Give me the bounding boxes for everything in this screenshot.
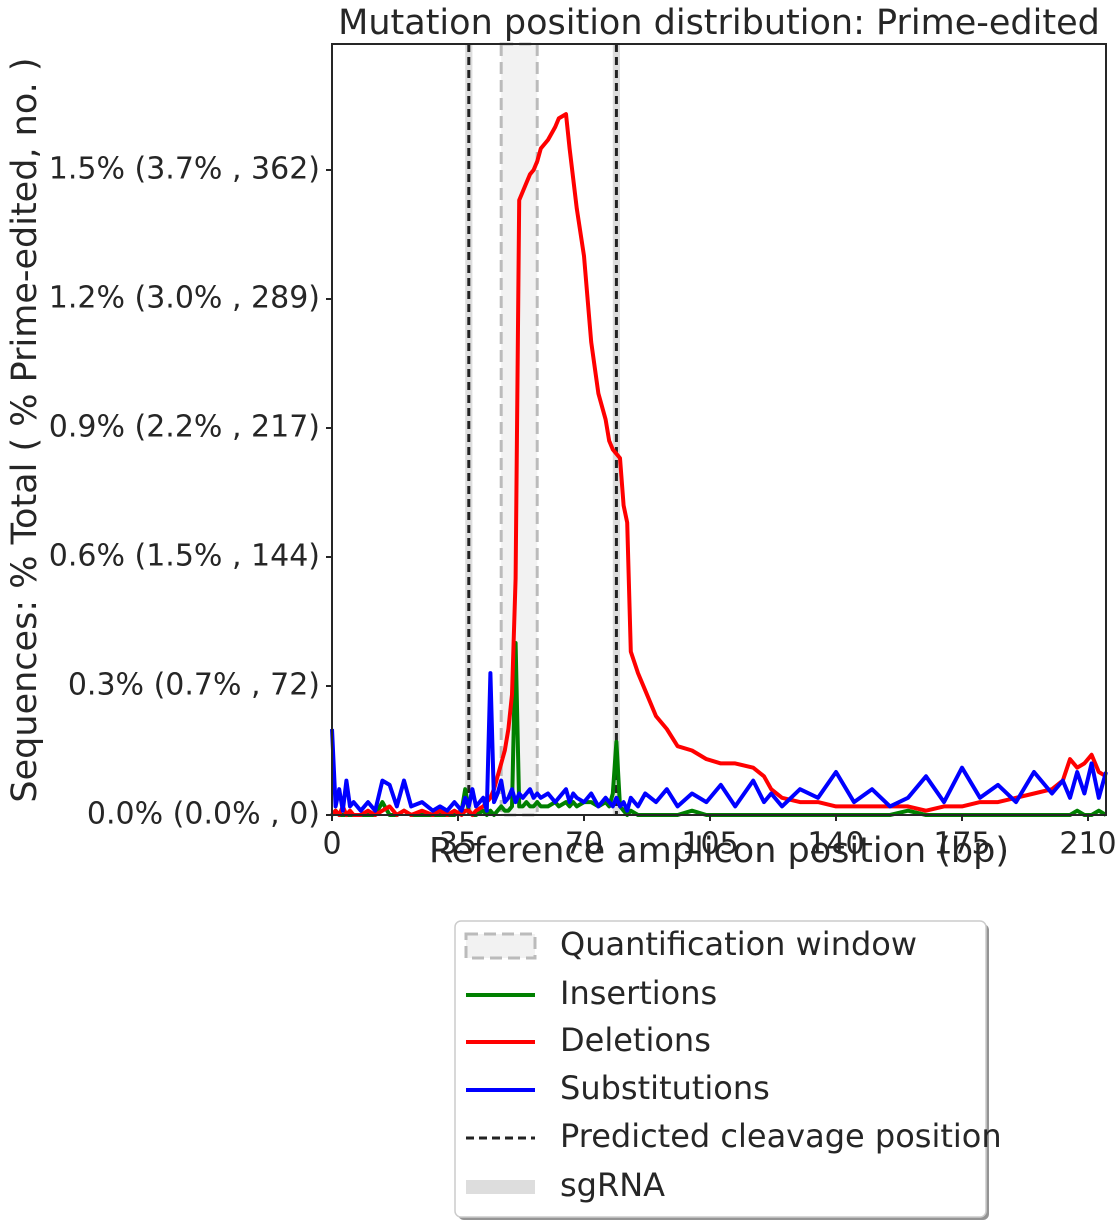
- legend-label: Substitutions: [560, 1069, 770, 1107]
- legend-swatch: [466, 1180, 535, 1194]
- legend-label: Deletions: [560, 1021, 711, 1059]
- legend-label: Quantification window: [560, 925, 917, 963]
- chart-title: Mutation position distribution: Prime-ed…: [338, 3, 1100, 43]
- legend-label: sgRNA: [560, 1166, 665, 1204]
- legend-label: Predicted cleavage position: [560, 1117, 1002, 1155]
- x-tick-label: 140: [807, 827, 864, 862]
- legend-swatch: [464, 932, 537, 960]
- y-tick-label: 0.0% (0.0% , 0): [87, 797, 320, 832]
- y-axis-label: Sequences: % Total ( % Prime-edited, no.…: [5, 57, 45, 802]
- legend-box: [454, 920, 987, 1218]
- x-tick-label: 105: [681, 827, 738, 862]
- plot-frame: [331, 43, 1107, 816]
- legend-label: Insertions: [560, 974, 717, 1012]
- x-tick-label: 175: [933, 827, 990, 862]
- sgrna-band: [465, 44, 473, 815]
- x-tick-label: 70: [565, 827, 603, 862]
- y-tick-label: 1.5% (3.7% , 362): [49, 151, 320, 186]
- y-tick-label: 0.3% (0.7% , 72): [68, 667, 320, 702]
- y-tick-label: 0.9% (2.2% , 217): [49, 409, 320, 444]
- sgrna-band: [612, 44, 620, 815]
- quantification-window: [499, 42, 539, 817]
- x-axis-label: Reference amplicon position (bp): [429, 831, 1009, 871]
- y-tick-label: 1.2% (3.0% , 289): [49, 280, 320, 315]
- series-line: [330, 671, 1108, 813]
- y-tick-label: 0.6% (1.5% , 144): [49, 538, 320, 573]
- series-line: [330, 112, 1108, 817]
- x-tick-label: 0: [322, 827, 341, 862]
- x-tick-label: 210: [1059, 827, 1116, 862]
- x-tick-label: 35: [439, 827, 477, 862]
